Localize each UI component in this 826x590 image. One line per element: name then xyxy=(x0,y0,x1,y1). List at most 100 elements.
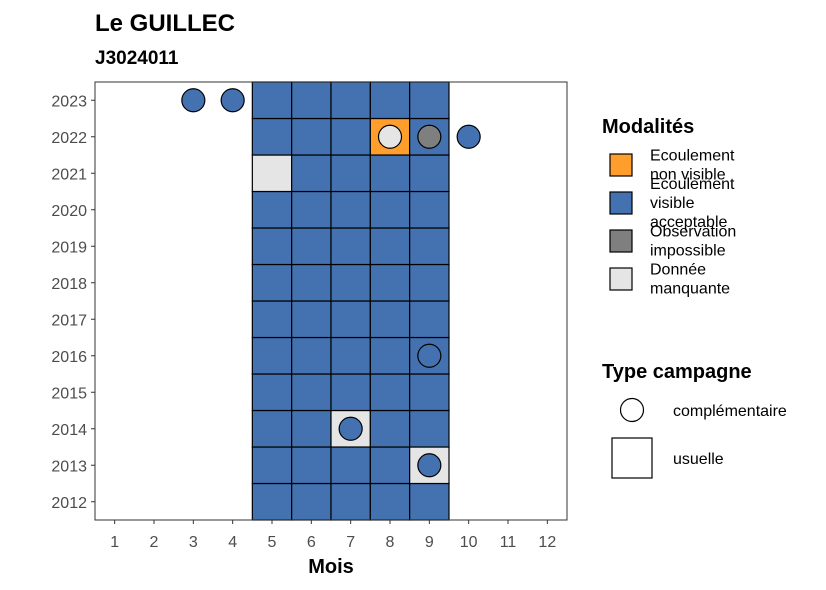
tile-usuelle xyxy=(409,190,450,229)
tile-usuelle xyxy=(369,154,411,193)
tile-usuelle xyxy=(251,482,293,521)
tile-usuelle xyxy=(291,263,332,302)
tile-usuelle xyxy=(369,300,411,339)
tile-usuelle xyxy=(330,336,371,375)
legend-label-visible: Ecoulement xyxy=(650,176,735,193)
legend-key-manquante xyxy=(609,267,633,291)
point-complementaire xyxy=(338,416,363,441)
x-tick-label: 4 xyxy=(228,534,237,551)
tile-usuelle xyxy=(251,154,293,193)
tile-usuelle xyxy=(291,300,332,339)
legend-label-visible: visible xyxy=(650,195,695,212)
x-tick-label: 1 xyxy=(110,534,119,551)
tile-usuelle xyxy=(251,373,293,412)
y-tick-label: 2021 xyxy=(51,166,87,183)
legend-type-campagne-title: Type campagne xyxy=(602,361,752,383)
chart-title: Le GUILLEC xyxy=(95,10,235,37)
x-tick-label: 7 xyxy=(346,534,355,551)
legend-label-non_visible: non visible xyxy=(650,167,726,184)
tile-usuelle xyxy=(409,300,450,339)
tile-usuelle xyxy=(409,482,450,521)
y-tick-label: 2018 xyxy=(51,276,87,293)
tile-usuelle xyxy=(409,227,450,266)
point-complementaire xyxy=(456,124,481,149)
tile-usuelle xyxy=(369,482,411,521)
tile-usuelle xyxy=(291,154,332,193)
tile-usuelle xyxy=(369,336,411,375)
x-tick-label: 8 xyxy=(386,534,395,551)
legend-label-impossible: impossible xyxy=(650,243,726,260)
tile-usuelle xyxy=(330,482,371,521)
tile-usuelle xyxy=(291,336,332,375)
tile-usuelle xyxy=(330,81,371,120)
tile-usuelle xyxy=(251,227,293,266)
tile-usuelle xyxy=(330,154,371,193)
legend-key-complementaire xyxy=(619,397,645,423)
legend-key-impossible xyxy=(609,229,633,253)
tile-usuelle xyxy=(291,446,332,485)
tile-usuelle xyxy=(291,190,332,229)
legend-label-usuelle: usuelle xyxy=(673,451,724,468)
x-tick-label: 12 xyxy=(538,534,556,551)
tile-usuelle xyxy=(251,190,293,229)
y-tick-label: 2020 xyxy=(51,203,87,220)
y-tick-label: 2013 xyxy=(51,458,87,475)
tile-usuelle xyxy=(369,263,411,302)
tile-usuelle xyxy=(251,117,293,156)
tile-usuelle xyxy=(291,117,332,156)
tile-usuelle xyxy=(409,409,450,448)
tile-usuelle xyxy=(251,409,293,448)
plot-border xyxy=(94,81,568,521)
point-complementaire xyxy=(417,124,442,149)
legend-modalites-title: Modalités xyxy=(602,116,694,138)
tile-usuelle xyxy=(369,446,411,485)
legend-label-visible: acceptable xyxy=(650,214,727,231)
tile-usuelle xyxy=(251,263,293,302)
tile-usuelle xyxy=(291,373,332,412)
tile-usuelle xyxy=(409,81,450,120)
y-tick-label: 2016 xyxy=(51,349,87,366)
tile-usuelle xyxy=(291,482,332,521)
legend-label-manquante: manquante xyxy=(650,281,730,298)
point-complementaire xyxy=(377,124,403,149)
legend-key-non_visible xyxy=(609,153,633,177)
point-complementaire xyxy=(417,343,442,368)
legend-key-visible xyxy=(609,191,633,215)
tile-usuelle xyxy=(330,446,371,485)
y-tick-label: 2022 xyxy=(51,130,87,147)
x-axis-title: Mois xyxy=(308,556,354,578)
y-tick-label: 2023 xyxy=(51,93,87,110)
x-tick-label: 2 xyxy=(150,534,159,551)
legend-label-complementaire: complémentaire xyxy=(673,403,787,420)
legend-label-impossible: Observation xyxy=(650,224,736,241)
x-tick-label: 3 xyxy=(189,534,198,551)
tile-usuelle xyxy=(330,190,371,229)
legend-key-usuelle xyxy=(611,437,653,479)
tile-usuelle xyxy=(251,336,293,375)
chart-subtitle: J3024011 xyxy=(95,48,179,69)
tile-usuelle xyxy=(330,117,371,156)
y-tick-label: 2019 xyxy=(51,239,87,256)
tile-usuelle xyxy=(409,373,450,412)
tile-usuelle xyxy=(330,373,371,412)
tile-usuelle xyxy=(251,300,293,339)
tile-usuelle xyxy=(369,373,411,412)
x-tick-label: 9 xyxy=(425,534,434,551)
tile-usuelle xyxy=(369,81,411,120)
point-complementaire xyxy=(417,453,442,478)
tile-usuelle xyxy=(409,263,450,302)
x-tick-label: 10 xyxy=(460,534,478,551)
plot-area: 2012 2013 2014 2015 2016 2017 2018 2019 2020 2021… xyxy=(51,81,568,551)
tile-usuelle xyxy=(369,409,411,448)
tile-usuelle xyxy=(291,409,332,448)
tile-usuelle xyxy=(330,227,371,266)
x-tick-label: 6 xyxy=(307,534,316,551)
y-tick-label: 2014 xyxy=(51,422,87,439)
tile-usuelle xyxy=(330,300,371,339)
point-complementaire xyxy=(181,88,206,113)
legend-label-manquante: Donnée xyxy=(650,262,706,279)
tile-usuelle xyxy=(251,81,293,120)
x-tick-label: 5 xyxy=(268,534,277,551)
y-tick-label: 2012 xyxy=(51,495,87,512)
